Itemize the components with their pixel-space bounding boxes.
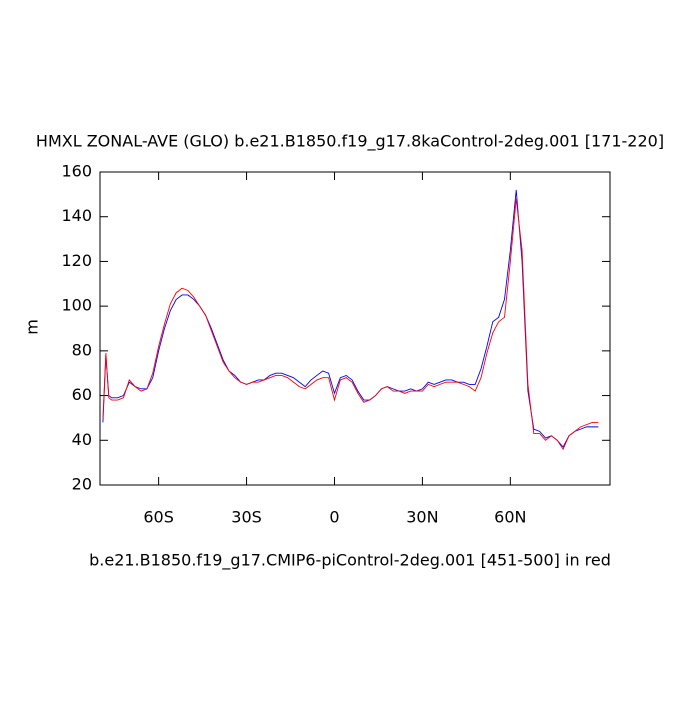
y-tick-label: 40 bbox=[72, 430, 92, 449]
data-line bbox=[102, 189, 599, 448]
x-tick-label: 30N bbox=[406, 508, 438, 527]
data-line bbox=[102, 198, 599, 451]
y-tick-label: 20 bbox=[72, 475, 92, 494]
x-tick-label: 60S bbox=[143, 508, 174, 527]
y-tick-label: 100 bbox=[61, 296, 92, 315]
x-axis-label: b.e21.B1850.f19_g17.CMIP6-piControl-2deg… bbox=[89, 551, 611, 571]
x-tick-label: 0 bbox=[329, 508, 339, 527]
y-tick-label: 60 bbox=[72, 385, 92, 404]
y-axis-label: m bbox=[23, 319, 42, 335]
x-tick-label: 30S bbox=[231, 508, 262, 527]
chart-title: HMXL ZONAL-AVE (GLO) b.e21.B1850.f19_g17… bbox=[36, 132, 664, 152]
y-tick-label: 120 bbox=[61, 251, 92, 270]
y-tick-label: 160 bbox=[61, 162, 92, 181]
y-tick-label: 80 bbox=[72, 340, 92, 359]
plot-frame bbox=[99, 171, 611, 486]
y-tick-label: 140 bbox=[61, 206, 92, 225]
x-tick-label: 60N bbox=[494, 508, 526, 527]
